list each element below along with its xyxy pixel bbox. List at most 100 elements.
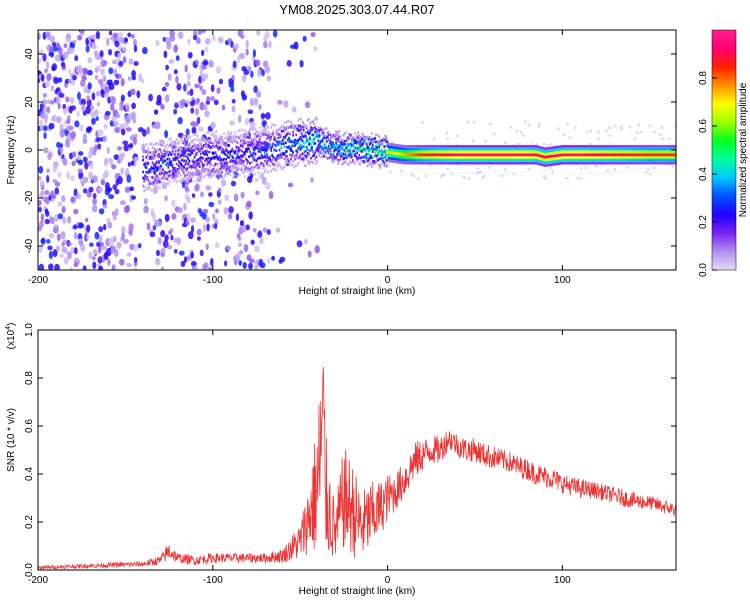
spectrogram-cell [131, 33, 135, 39]
spectrogram-ridge-cell [662, 159, 665, 162]
spectrogram-ridge-cell [192, 165, 195, 169]
spectrogram-ridge-cell [248, 155, 251, 159]
snr-x-tick-label: -200 [28, 575, 48, 586]
spectrogram-ridge-cell [402, 153, 405, 156]
spectrogram-ridge-cell [386, 153, 389, 156]
spectrogram-ridge-cell [441, 159, 443, 162]
spectrogram-ridge-cell [445, 161, 448, 165]
spectrogram-ridge-cell [498, 147, 501, 151]
spectrogram-ridge-cell [278, 156, 281, 160]
spectrogram-ridge-cell [532, 153, 535, 157]
spectrogram-ridge-cell [655, 153, 657, 157]
spectrogram-ridge-cell [422, 147, 425, 151]
spectrogram-ridge-cell [316, 149, 319, 152]
spectrogram-ridge-cell [470, 153, 473, 157]
spectrogram-ridge-cell [498, 159, 501, 162]
spectrogram-ridge-cell [358, 153, 361, 157]
spectrogram-ridge-cell [627, 159, 630, 162]
spectrogram-ridge-cell [269, 143, 271, 146]
spectrogram-ridge-cell [666, 153, 669, 157]
spectrogram-ridge-cell [475, 159, 478, 162]
spectrogram-cell [201, 64, 207, 70]
spectrogram-ridge-cell [646, 156, 649, 159]
spectrogram-ridge-cell [644, 161, 647, 165]
spectrogram-ridge-cell [397, 152, 399, 156]
spectrogram-ridge-cell [594, 156, 597, 159]
spectrogram-ridge-cell [671, 159, 674, 162]
spectrogram-ridge-cell [586, 161, 589, 165]
spectrogram-ridge-cell [477, 150, 480, 154]
spectrogram-ridge-cell [447, 156, 450, 159]
spectrogram-ridge-cell [235, 136, 238, 140]
spectrogram-ridge-cell [349, 133, 352, 137]
spectrogram-cell [77, 34, 83, 41]
spectrogram-ridge-cell [591, 159, 593, 162]
spectrogram-ridge-cell [327, 152, 330, 156]
spectrogram-ridge-cell [516, 145, 519, 148]
spectrogram-ridge-cell [260, 132, 263, 135]
spectrogram-cell [74, 247, 78, 255]
spectrogram-ridge-cell [241, 161, 244, 164]
spectrogram-ridge-cell [379, 157, 382, 161]
spectrogram-ridge-cell [483, 161, 485, 165]
spectrogram-ridge-cell [384, 163, 387, 167]
spectrogram-ridge-cell [393, 152, 396, 155]
spectrogram-ridge-cell [426, 145, 429, 148]
spectrogram-ridge-cell [483, 159, 485, 162]
spectrogram-ridge-cell [303, 164, 306, 168]
spectrogram-ridge-cell [671, 147, 674, 151]
spectrogram-ridge-cell [202, 137, 204, 141]
spectrogram-ridge-cell [310, 146, 312, 150]
spectrogram-cell [256, 90, 262, 98]
spectrogram-cell [57, 201, 63, 207]
spectrogram-ridge-cell [402, 147, 405, 151]
spectrogram-ridge-cell [202, 146, 204, 149]
spectrogram-ridge-cell [518, 145, 521, 148]
spectrogram-cell [102, 135, 107, 143]
spectrogram-ridge-cell [547, 163, 549, 167]
spectrogram-ridge-cell [388, 148, 391, 152]
spectrogram-ridge-cell [492, 147, 495, 151]
spectrogram-ridge-cell [183, 151, 185, 155]
spectrogram-ridge-cell [632, 159, 634, 162]
spectrogram-ridge-cell [324, 145, 327, 149]
spectrogram-cell [178, 207, 183, 214]
spectrogram-ridge-cell [634, 156, 636, 159]
spectrogram-ridge-cell [588, 156, 590, 159]
spectrogram-ridge-cell [333, 158, 335, 162]
spectrogram-ridge-cell [280, 129, 283, 133]
spectrogram-ridge-cell [539, 151, 542, 155]
spectrogram-ridge-cell [186, 173, 189, 177]
spectrogram-ridge-cell [367, 140, 370, 143]
spectrogram-ridge-cell [462, 145, 464, 148]
spectrogram-ridge-cell [270, 136, 273, 139]
spectrogram-ridge-cell [155, 166, 158, 170]
spectrogram-ridge-cell [242, 142, 245, 146]
spectrogram-cell [45, 61, 50, 70]
spectrogram-cell [114, 249, 119, 258]
spectrogram-ridge-cell [574, 150, 577, 154]
spectrogram-ridge-cell [227, 138, 230, 141]
spectrogram-ridge-cell [537, 154, 540, 157]
spectrogram-ridge-cell [617, 159, 620, 162]
spectrogram-ridge-cell [291, 144, 294, 148]
spectrogram-ridge-cell [264, 168, 267, 172]
spectrogram-ridge-cell [166, 162, 169, 165]
spectrogram-ridge-cell [230, 136, 233, 139]
spectrogram-ridge-cell [518, 153, 521, 157]
spectrogram-ridge-cell [448, 150, 451, 154]
spectrogram-ridge-cell [228, 150, 231, 154]
spectrogram-cell [38, 165, 44, 174]
spectrogram-ridge-cell [366, 164, 369, 168]
spectrogram-ridge-cell [245, 134, 247, 138]
spectrogram-cell [189, 88, 194, 97]
spectrogram-ridge-cell [521, 156, 524, 159]
spectrogram-cell [61, 154, 65, 159]
spectrogram-cell [117, 52, 122, 59]
spectrogram-ridge-cell [420, 147, 422, 151]
spectrogram-ridge-cell [320, 156, 323, 159]
spectrogram-ridge-cell [526, 147, 528, 151]
spectrogram-ridge-cell [606, 153, 609, 157]
spectrogram-ridge-cell [656, 145, 658, 148]
spectrogram-ridge-cell [564, 153, 567, 157]
